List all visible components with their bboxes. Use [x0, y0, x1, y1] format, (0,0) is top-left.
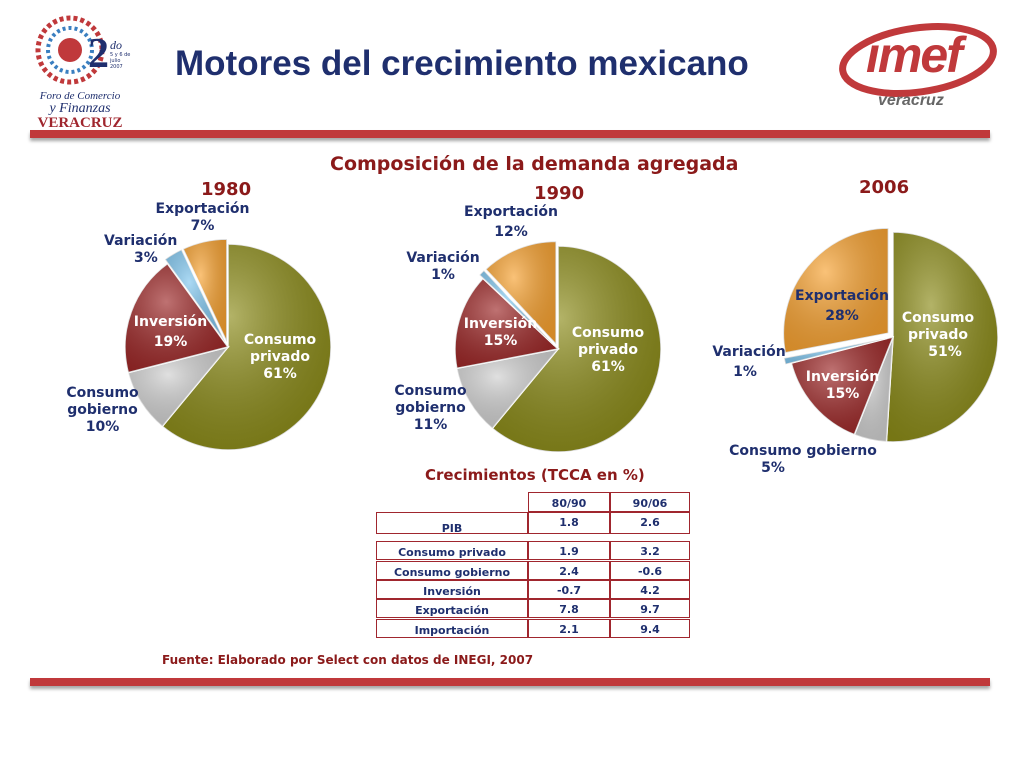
pie-1980-slice-shade — [125, 263, 228, 373]
pie-1980-label-consumo-gobierno: Consumo gobierno 10% — [66, 385, 139, 435]
pie-2006-slice-shade — [784, 338, 888, 365]
imef-logo: imef veracruz — [838, 18, 998, 118]
pie-2006-slice-shade — [791, 337, 893, 435]
pie-2006-label-variacion: Variación 1% — [712, 344, 786, 380]
pie-1990-label-consumo-gobierno: Consumo gobierno 11% — [394, 383, 467, 433]
pie-1980-label-inversion: Inversión 19% — [133, 314, 208, 350]
table-row-label: Inversión — [376, 580, 528, 599]
pie-1980-slice-shade — [183, 239, 227, 343]
pie-2006-label-inversion: Inversión 15% — [805, 369, 880, 402]
table-cell: 3.2 — [610, 541, 690, 560]
table-row-label: Exportación — [376, 599, 528, 618]
source-note: Fuente: Elaborado por Select con datos d… — [162, 653, 534, 667]
pie-1990-label-consumo-privado: Consumo privado 61% — [571, 325, 645, 375]
pie-1980-label-consumo-privado: Consumo privado 61% — [243, 332, 317, 382]
pie-2006-label-exportacion: Exportación 28% — [795, 288, 889, 324]
table-cell: 9.7 — [610, 599, 690, 618]
pie-2006-label-consumo-privado: Consumo privado 51% — [901, 310, 975, 360]
logo-ordinal: do — [110, 38, 122, 52]
table-cell: 1.9 — [528, 541, 610, 560]
pie-chart-1990 — [454, 240, 662, 453]
table-cell: -0.7 — [528, 580, 610, 599]
table-row-label: Importación — [376, 619, 528, 638]
imef-city: veracruz — [878, 92, 944, 109]
table-cell: 2.1 — [528, 619, 610, 638]
foro-logo: 2 do 5 y 6 de julio 2007 Foro de Comerci… — [30, 8, 131, 131]
logo-line2: y Finanzas — [49, 101, 111, 116]
pie-1990-title: 1990 — [534, 183, 585, 204]
page-title: Motores del crecimiento mexicano — [175, 44, 749, 83]
table-cell: 2.6 — [610, 512, 690, 534]
pie-1990-slice-shade — [492, 246, 661, 452]
table-cell: 9.4 — [610, 619, 690, 638]
logo-line3: VERACRUZ — [37, 115, 123, 131]
pie-chart-2006 — [782, 227, 999, 443]
header-divider — [30, 130, 990, 138]
pie-chart-1980 — [124, 238, 332, 451]
pie-1990-slice-shade — [479, 270, 555, 346]
pie-1990-slice-shade — [485, 241, 557, 345]
imef-brand: imef — [866, 27, 963, 83]
table-cell: -0.6 — [610, 561, 690, 580]
pie-1990-label-inversion: Inversión 15% — [463, 316, 538, 349]
table-title: Crecimientos (TCCA en %) — [425, 466, 645, 484]
pie-2006-slice-shade — [783, 228, 889, 353]
table-header-80/90: 80/90 — [528, 492, 610, 512]
pie-1980-slice-shade — [162, 244, 331, 450]
logo-number: 2 — [88, 31, 109, 77]
table-row-label: PIB — [376, 512, 528, 535]
logo-line1: Foro de Comercio — [39, 90, 121, 102]
table-row-label: Consumo privado — [376, 541, 528, 560]
pie-1980-label-exportacion: Exportación 7% — [155, 201, 250, 234]
table-header-90/06: 90/06 — [610, 492, 690, 512]
pie-1980-label-variacion: Variación 3% — [104, 233, 178, 266]
pie-1980-slice-shade — [164, 249, 226, 343]
pie-1980-title: 1980 — [201, 179, 252, 200]
pie-1990-label-variacion: Variación 1% — [406, 250, 480, 283]
pie-2006-slice-shade — [886, 232, 998, 442]
pie-2006-title: 2006 — [859, 177, 910, 198]
table-cell: 4.2 — [610, 580, 690, 599]
table-cell: 2.4 — [528, 561, 610, 580]
pie-1990-slice-shade — [456, 349, 558, 429]
footer-divider — [30, 678, 990, 686]
table-cell: 1.8 — [528, 512, 610, 534]
table-cell: 7.8 — [528, 599, 610, 618]
pie-1990-slice-shade — [455, 278, 558, 369]
pie-1990-label-exportacion: Exportación 12% — [464, 204, 558, 240]
table-row-label: Consumo gobierno — [376, 561, 528, 580]
chart-subtitle: Composición de la demanda agregada — [330, 153, 739, 175]
logo-dates: 5 y 6 de julio 2007 — [110, 52, 131, 70]
pie-2006-label-consumo-gobierno: Consumo gobierno 5% — [729, 443, 877, 476]
